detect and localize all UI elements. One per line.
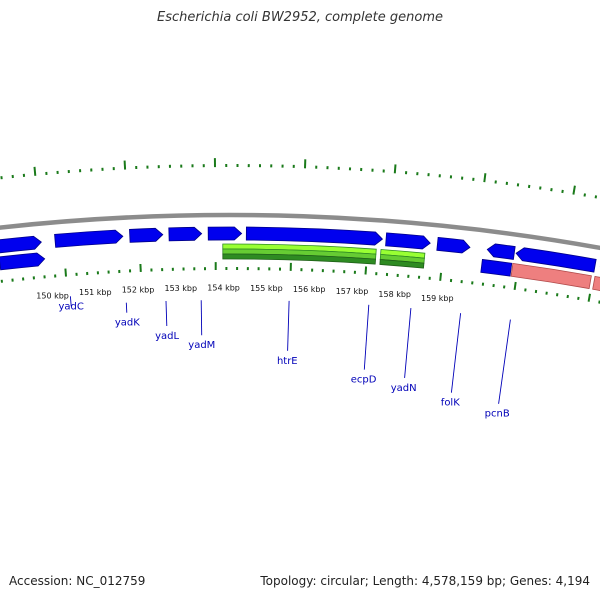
gene-label: yadM [188,340,215,351]
gene-leader-line [498,319,511,404]
gene-label: folK [441,398,460,409]
kbp-tick-label: 155 kbp [250,284,283,293]
cds-arrow [54,229,124,248]
gc-skew-outer-track [0,158,598,199]
rrna-feature [592,275,600,291]
gc-content-bar [587,293,591,302]
cds-arrow [0,235,42,254]
kbp-tick-label: 154 kbp [207,284,240,293]
kbp-tick-label: 151 kbp [79,288,112,297]
kbp-tick-label: 158 kbp [378,290,411,299]
gene-label: yadC [59,301,84,312]
gc-skew-dot [527,184,531,189]
cds-arrow [515,247,597,273]
cds-arrow [486,243,516,260]
gc-content-bar [513,281,517,291]
gc-skew-dot [583,193,586,197]
kbp-tick-label: 159 kbp [421,294,454,303]
feature-track [0,226,600,291]
gc-skew-dot [561,189,564,194]
gene-leader-line [287,300,290,351]
kbp-tick-label: 152 kbp [122,286,155,295]
cds-arrow [207,226,243,241]
cds-arrow [245,226,384,246]
gc-content-bar [364,266,368,275]
gc-rich-band [222,253,376,265]
cds-arrow [129,227,164,243]
kbp-tick-label: 153 kbp [164,284,197,293]
kbp-tick-label: 150 kbp [36,291,69,300]
kbp-tick-label: 157 kbp [336,287,369,296]
gene-leader-line [404,308,412,378]
gc-skew-bar [483,173,487,183]
gene-leader-line [363,304,370,370]
gc-content-inner-track [0,262,600,304]
gene-label: pcnB [485,409,510,420]
gc-content-dot [577,296,580,300]
gc-skew-bar [33,166,37,176]
genome-backbone-arc [0,212,600,251]
gc-content-bar [64,268,67,277]
gene-label: yadN [391,383,417,394]
kbp-tick-labels: 150 kbp 151 kbp 152 kbp 153 kbp 154 kbp 155 k… [36,284,453,304]
genome-summary-text: Topology: circular; Length: 4,578,159 bp… [260,574,590,588]
cds-arrow [385,232,431,250]
gene-leader-line [125,302,128,313]
gc-skew-bar [123,160,127,170]
gene-label: yadK [115,318,140,329]
kbp-tick-label: 156 kbp [293,285,326,294]
gc-rich-band [379,259,425,269]
gc-skew-dot [550,188,553,192]
accession-text: Accession: NC_012759 [9,574,146,588]
gene-labels: yadC yadK yadL yadM htrE ecpD yadN folK pcnB [59,296,511,420]
gc-skew-dot [594,195,598,199]
gene-leader-line [69,296,72,307]
gc-content-bar [439,272,442,281]
cds-arrow [436,236,471,254]
gene-leader-line [200,300,203,336]
gc-skew-bar [572,185,576,195]
gene-leader-line [165,300,168,327]
gene-label: htrE [277,356,298,367]
gc-content-dot [566,294,569,299]
map-title: Escherichia coli BW2952, complete genome [157,10,443,25]
cds-arrow [0,252,46,271]
gc-skew-bar [393,164,397,174]
gene-leader-line [450,313,462,393]
rrna-feature [510,262,592,290]
gene-label: yadL [155,331,179,342]
cds-arrow [168,226,203,242]
gene-label: ecpD [351,375,377,386]
cds-arrow [480,258,513,277]
